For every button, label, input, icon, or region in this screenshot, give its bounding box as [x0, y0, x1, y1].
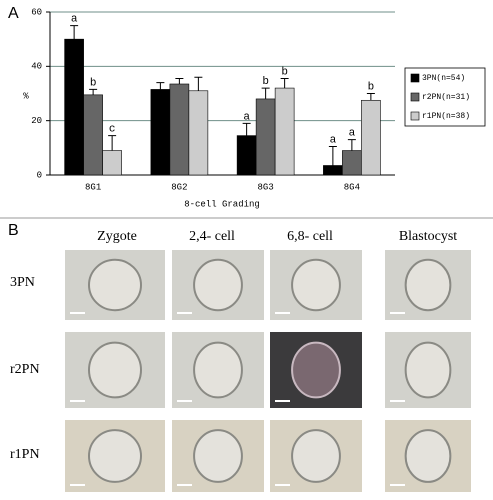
bar — [255, 98, 276, 176]
bar — [169, 83, 190, 176]
embryo — [404, 429, 452, 483]
bar — [102, 150, 122, 176]
significance-letter: b — [262, 76, 269, 88]
bar — [64, 38, 84, 176]
y-tick-label: 0 — [37, 170, 42, 180]
error-bar — [156, 82, 165, 90]
embryo — [404, 341, 452, 399]
significance-letter: b — [90, 77, 97, 89]
row-label: 3PN — [10, 275, 35, 290]
legend-label: 3PN(n=54) — [422, 74, 465, 83]
legend-swatch — [410, 73, 420, 83]
legend-label: r1PN(n=38) — [422, 112, 470, 121]
legend-swatch — [410, 92, 420, 102]
significance-letter: b — [281, 66, 288, 78]
legend-label: r2PN(n=31) — [422, 93, 470, 102]
panel-label: A — [8, 5, 19, 22]
error-bar — [70, 25, 79, 40]
embryo — [193, 429, 243, 483]
x-tick-label: 8G3 — [258, 182, 274, 192]
embryo — [193, 258, 243, 312]
column-header: Zygote — [97, 229, 137, 244]
bar — [361, 99, 381, 176]
bar — [188, 90, 209, 176]
bar — [236, 135, 257, 176]
significance-letter: a — [349, 128, 356, 140]
x-tick-label: 8G1 — [85, 182, 101, 192]
embryo — [193, 341, 243, 399]
significance-letter: a — [71, 13, 78, 25]
error-bar — [108, 135, 117, 151]
embryo — [88, 429, 142, 483]
row-label: r1PN — [10, 447, 40, 462]
y-axis-label: % — [23, 91, 29, 101]
embryo — [291, 258, 341, 312]
column-header: 6,8- cell — [287, 229, 333, 244]
embryo — [404, 258, 452, 312]
legend-swatch — [410, 111, 420, 121]
error-bar — [261, 87, 270, 99]
error-bar — [89, 88, 98, 95]
significance-letter: c — [109, 124, 116, 136]
significance-letter: b — [368, 81, 375, 93]
embryo — [88, 258, 142, 312]
column-header: 2,4- cell — [189, 229, 235, 244]
error-bar — [280, 78, 289, 89]
x-tick-label: 8G4 — [344, 182, 360, 192]
embryo — [291, 341, 341, 399]
significance-letter: a — [243, 111, 250, 123]
error-bar — [347, 139, 356, 151]
y-tick-label: 60 — [31, 7, 42, 17]
error-bar — [242, 122, 251, 136]
error-bar — [175, 78, 184, 84]
bar — [323, 165, 343, 176]
bar — [274, 87, 295, 176]
y-tick-label: 20 — [31, 116, 42, 126]
x-axis-label: 8-cell Grading — [184, 199, 260, 209]
embryo — [291, 429, 341, 483]
column-header: Blastocyst — [399, 229, 457, 244]
significance-letter: a — [330, 134, 337, 146]
x-tick-label: 8G2 — [171, 182, 187, 192]
bar — [83, 94, 103, 176]
error-bar — [328, 145, 337, 166]
bar — [150, 89, 171, 176]
error-bar — [194, 76, 203, 91]
embryo — [88, 341, 142, 399]
row-label: r2PN — [10, 362, 40, 377]
panel-label: B — [8, 222, 19, 239]
error-bar — [366, 93, 375, 101]
y-tick-label: 40 — [31, 62, 42, 72]
bar — [342, 150, 362, 176]
